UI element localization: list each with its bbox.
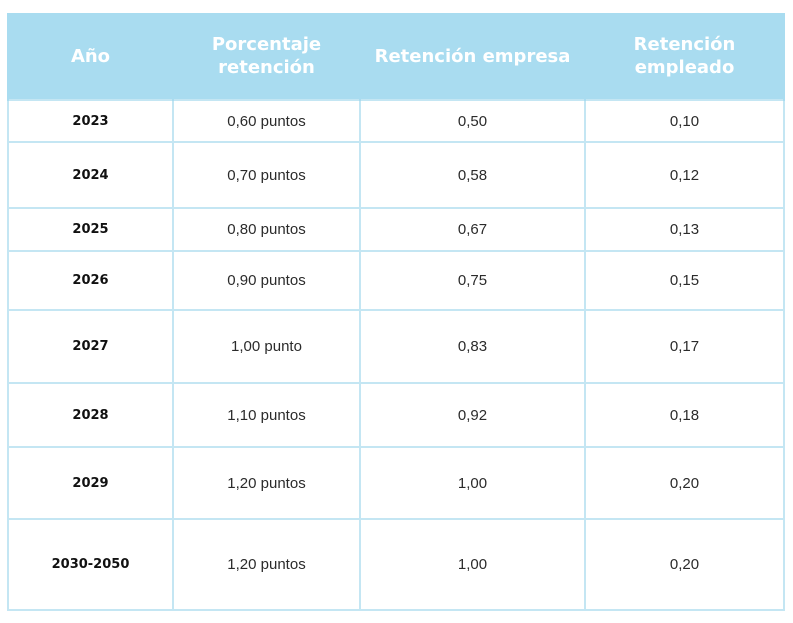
table-header-row: Año Porcentaje retención Retención empre… [7, 13, 785, 100]
cell-year: 2029 [7, 446, 174, 520]
table-row: 2028 1,10 puntos 0,92 0,18 [7, 382, 785, 448]
table-row: 2030-2050 1,20 puntos 1,00 0,20 [7, 518, 785, 611]
table-row: 2025 0,80 puntos 0,67 0,13 [7, 207, 785, 252]
cell-employee-retention: 0,18 [584, 382, 785, 448]
cell-year: 2023 [7, 99, 174, 143]
cell-company-retention: 0,83 [359, 309, 586, 384]
cell-percentage: 0,80 puntos [172, 207, 361, 252]
header-employee-retention: Retención empleado [584, 13, 785, 100]
header-percentage: Porcentaje retención [172, 13, 361, 100]
header-year: Año [7, 13, 174, 100]
table-row: 2023 0,60 puntos 0,50 0,10 [7, 99, 785, 143]
cell-employee-retention: 0,10 [584, 99, 785, 143]
cell-employee-retention: 0,20 [584, 446, 785, 520]
cell-employee-retention: 0,15 [584, 250, 785, 311]
cell-company-retention: 0,67 [359, 207, 586, 252]
cell-percentage: 0,60 puntos [172, 99, 361, 143]
cell-employee-retention: 0,12 [584, 141, 785, 209]
cell-year: 2027 [7, 309, 174, 384]
cell-company-retention: 1,00 [359, 446, 586, 520]
cell-employee-retention: 0,17 [584, 309, 785, 384]
cell-employee-retention: 0,13 [584, 207, 785, 252]
cell-year: 2026 [7, 250, 174, 311]
cell-year: 2025 [7, 207, 174, 252]
cell-percentage: 0,90 puntos [172, 250, 361, 311]
cell-year: 2028 [7, 382, 174, 448]
cell-year: 2024 [7, 141, 174, 209]
cell-percentage: 1,00 punto [172, 309, 361, 384]
cell-company-retention: 0,92 [359, 382, 586, 448]
cell-company-retention: 0,75 [359, 250, 586, 311]
cell-percentage: 0,70 puntos [172, 141, 361, 209]
cell-employee-retention: 0,20 [584, 518, 785, 611]
retention-table: Año Porcentaje retención Retención empre… [7, 13, 785, 611]
header-company-retention: Retención empresa [359, 13, 586, 100]
cell-percentage: 1,20 puntos [172, 446, 361, 520]
table-row: 2029 1,20 puntos 1,00 0,20 [7, 446, 785, 520]
cell-percentage: 1,20 puntos [172, 518, 361, 611]
cell-company-retention: 1,00 [359, 518, 586, 611]
cell-percentage: 1,10 puntos [172, 382, 361, 448]
table-row: 2026 0,90 puntos 0,75 0,15 [7, 250, 785, 311]
table-row: 2024 0,70 puntos 0,58 0,12 [7, 141, 785, 209]
cell-year: 2030-2050 [7, 518, 174, 611]
table-row: 2027 1,00 punto 0,83 0,17 [7, 309, 785, 384]
cell-company-retention: 0,58 [359, 141, 586, 209]
cell-company-retention: 0,50 [359, 99, 586, 143]
